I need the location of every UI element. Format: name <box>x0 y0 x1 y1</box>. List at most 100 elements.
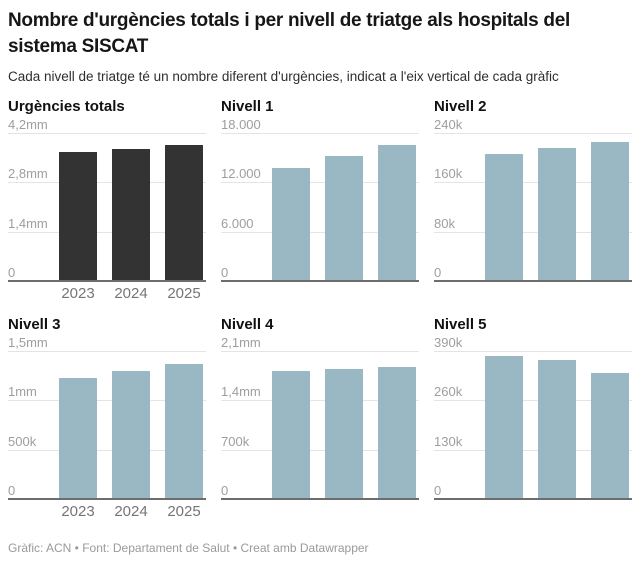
x-axis-labels <box>434 503 632 523</box>
bar-2024 <box>325 369 363 499</box>
y-tick-label: 2,8mm <box>8 166 48 181</box>
bar-2023 <box>272 168 310 281</box>
x-axis-labels <box>221 503 419 523</box>
y-tick-label: 80k <box>434 216 455 231</box>
y-tick-label: 500k <box>8 434 37 449</box>
chart-plot: 4,2mm 2,8mm 1,4mm 0 <box>8 117 206 282</box>
chart-nivell-1: Nivell 1 18.000 12.000 6.000 0 <box>221 98 419 305</box>
gridline <box>221 133 419 134</box>
y-tick-label: 4,2mm <box>8 117 48 132</box>
bar-2023 <box>59 378 97 499</box>
bar-2024 <box>112 149 150 281</box>
gridline <box>8 133 206 134</box>
y-tick-label: 6.000 <box>221 216 254 231</box>
chart-title: Nivell 1 <box>221 98 274 115</box>
chart-plot: 240k 160k 80k 0 <box>434 117 632 282</box>
y-tick-label: 390k <box>434 335 463 350</box>
gridline <box>8 351 206 352</box>
gridline <box>8 182 206 183</box>
y-tick-label: 160k <box>434 166 463 181</box>
gridline <box>8 400 206 401</box>
x-tick-label: 2024 <box>114 503 148 520</box>
x-axis-labels: 2023 2024 2025 <box>8 285 206 305</box>
x-axis-labels <box>434 285 632 305</box>
y-tick-label: 1mm <box>8 384 37 399</box>
y-tick-label: 240k <box>434 117 463 132</box>
chart-plot: 2,1mm 1,4mm 700k 0 <box>221 335 419 500</box>
bar-2025 <box>378 145 416 281</box>
x-tick-label: 2024 <box>114 285 148 302</box>
x-axis-baseline <box>434 280 632 282</box>
y-tick-label: 2,1mm <box>221 335 261 350</box>
gridline <box>8 450 206 451</box>
bar-2023 <box>485 154 523 281</box>
gridline <box>434 450 632 451</box>
page-title: Nombre d'urgències totals i per nivell d… <box>8 10 570 57</box>
chart-plot: 390k 260k 130k 0 <box>434 335 632 500</box>
y-tick-label: 700k <box>221 434 250 449</box>
bar-2025 <box>591 142 629 281</box>
gridline <box>434 400 632 401</box>
y-tick-label: 0 <box>221 483 229 498</box>
y-tick-label: 0 <box>8 265 16 280</box>
gridline <box>221 400 419 401</box>
chart-plot: 18.000 12.000 6.000 0 <box>221 117 419 282</box>
x-tick-label: 2025 <box>167 503 201 520</box>
y-tick-label: 0 <box>434 483 442 498</box>
x-tick-label: 2023 <box>61 503 95 520</box>
x-axis-baseline <box>434 498 632 500</box>
chart-footer: Gràfic: ACN • Font: Departament de Salut… <box>8 541 369 555</box>
y-tick-label: 0 <box>8 483 16 498</box>
gridline <box>434 232 632 233</box>
y-tick-label: 0 <box>434 265 442 280</box>
y-tick-label: 18.000 <box>221 117 261 132</box>
bar-2025 <box>165 364 203 499</box>
chart-nivell-4: Nivell 4 2,1mm 1,4mm 700k 0 <box>221 316 419 523</box>
gridline <box>221 351 419 352</box>
chart-plot: 1,5mm 1mm 500k 0 <box>8 335 206 500</box>
bar-2024 <box>112 371 150 499</box>
x-tick-label: 2025 <box>167 285 201 302</box>
y-tick-label: 12.000 <box>221 166 261 181</box>
bar-2024 <box>538 360 576 499</box>
bar-2025 <box>591 373 629 499</box>
chart-nivell-5: Nivell 5 390k 260k 130k 0 <box>434 316 632 523</box>
x-axis-baseline <box>221 498 419 500</box>
gridline <box>221 232 419 233</box>
chart-urgencies-totals: Urgències totals 4,2mm 2,8mm 1,4mm 0 2023 20… <box>8 98 206 305</box>
page-subtitle: Cada nivell de triatge té un nombre dife… <box>8 69 559 84</box>
gridline <box>434 351 632 352</box>
bar-2025 <box>165 145 203 281</box>
bar-2024 <box>538 148 576 281</box>
gridline <box>221 182 419 183</box>
bar-2023 <box>59 152 97 281</box>
y-tick-label: 1,5mm <box>8 335 48 350</box>
chart-title: Urgències totals <box>8 98 125 115</box>
chart-title: Nivell 5 <box>434 316 487 333</box>
x-axis-labels <box>221 285 419 305</box>
y-tick-label: 0 <box>221 265 229 280</box>
bar-2023 <box>272 371 310 499</box>
bar-2024 <box>325 156 363 281</box>
bar-2025 <box>378 367 416 499</box>
gridline <box>434 182 632 183</box>
x-axis-baseline <box>221 280 419 282</box>
chart-nivell-2: Nivell 2 240k 160k 80k 0 <box>434 98 632 305</box>
chart-title: Nivell 4 <box>221 316 274 333</box>
charts-grid: Urgències totals 4,2mm 2,8mm 1,4mm 0 2023 20… <box>8 98 632 523</box>
y-tick-label: 1,4mm <box>8 216 48 231</box>
x-axis-baseline <box>8 280 206 282</box>
chart-title: Nivell 3 <box>8 316 61 333</box>
x-axis-labels: 2023 2024 2025 <box>8 503 206 523</box>
gridline <box>8 232 206 233</box>
y-tick-label: 130k <box>434 434 463 449</box>
y-tick-label: 260k <box>434 384 463 399</box>
x-axis-baseline <box>8 498 206 500</box>
gridline <box>221 450 419 451</box>
chart-nivell-3: Nivell 3 1,5mm 1mm 500k 0 2023 2024 2025 <box>8 316 206 523</box>
y-tick-label: 1,4mm <box>221 384 261 399</box>
x-tick-label: 2023 <box>61 285 95 302</box>
gridline <box>434 133 632 134</box>
bar-2023 <box>485 356 523 499</box>
